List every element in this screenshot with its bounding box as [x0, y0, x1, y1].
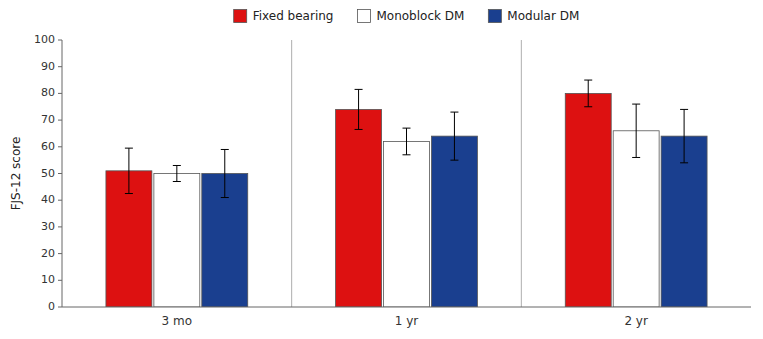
error-bar [584, 80, 592, 107]
group-divider [521, 40, 522, 307]
bar [154, 174, 200, 308]
y-tick [58, 280, 62, 281]
legend-swatch [234, 10, 247, 23]
bar [384, 141, 430, 307]
series [202, 136, 707, 307]
x-tick-label: 2 yr [624, 314, 648, 328]
error-bar [173, 165, 181, 181]
y-tick [58, 93, 62, 94]
error-bars [221, 109, 688, 197]
legend-swatch [357, 10, 370, 23]
y-tick [58, 307, 62, 308]
plot-marks [106, 80, 707, 307]
y-tick-label: 90 [41, 60, 55, 73]
y-tick-label: 70 [41, 113, 55, 126]
bar [336, 109, 382, 307]
y-tick-label: 80 [41, 86, 55, 99]
error-bar [355, 89, 363, 129]
chart: 0 10 20 30 40 50 60 70 80 90 100 FJS-12 score 3 mo 1 … [0, 0, 763, 339]
legend-item: Monoblock DM [357, 9, 464, 23]
bar [565, 93, 611, 307]
y-axis: 0 10 20 30 40 50 60 70 80 90 100 [34, 33, 62, 313]
legend-label: Fixed bearing [253, 9, 334, 23]
x-axis-line [62, 307, 751, 308]
error-bar [680, 109, 688, 162]
y-tick [58, 120, 62, 121]
y-tick-label: 60 [41, 140, 55, 153]
y-tick [58, 40, 62, 41]
legend-item: Fixed bearing [234, 9, 334, 23]
legend-swatch [488, 10, 501, 23]
error-bar [221, 149, 229, 197]
error-bar [125, 148, 133, 193]
x-tick-label: 3 mo [162, 314, 192, 328]
y-tick-label: 100 [34, 33, 55, 46]
x-axis: 3 mo 1 yr 2 yr [62, 307, 751, 328]
bar [431, 136, 477, 307]
y-tick-label: 10 [41, 273, 55, 286]
y-tick-label: 0 [48, 300, 55, 313]
error-bar [632, 104, 640, 157]
error-bar [450, 112, 458, 160]
x-tick-label: 1 yr [395, 314, 419, 328]
y-tick [58, 66, 62, 67]
y-tick [58, 253, 62, 254]
legend-label: Modular DM [507, 9, 579, 23]
y-tick-label: 40 [41, 193, 55, 206]
legend-item: Modular DM [488, 9, 579, 23]
y-tick-label: 20 [41, 247, 55, 260]
y-tick-label: 50 [41, 167, 55, 180]
group-divider [291, 40, 292, 307]
y-tick [58, 226, 62, 227]
error-bars [125, 80, 592, 193]
error-bars [173, 104, 640, 181]
y-tick [58, 173, 62, 174]
y-axis-label: FJS-12 score [9, 137, 23, 211]
legend-label: Monoblock DM [376, 9, 464, 23]
y-tick [58, 146, 62, 147]
y-axis-line [62, 40, 63, 307]
legend: Fixed bearing Monoblock DM Modular DM [234, 9, 580, 23]
error-bar [403, 128, 411, 155]
y-tick-label: 30 [41, 220, 55, 233]
series [154, 131, 659, 307]
y-tick [58, 200, 62, 201]
